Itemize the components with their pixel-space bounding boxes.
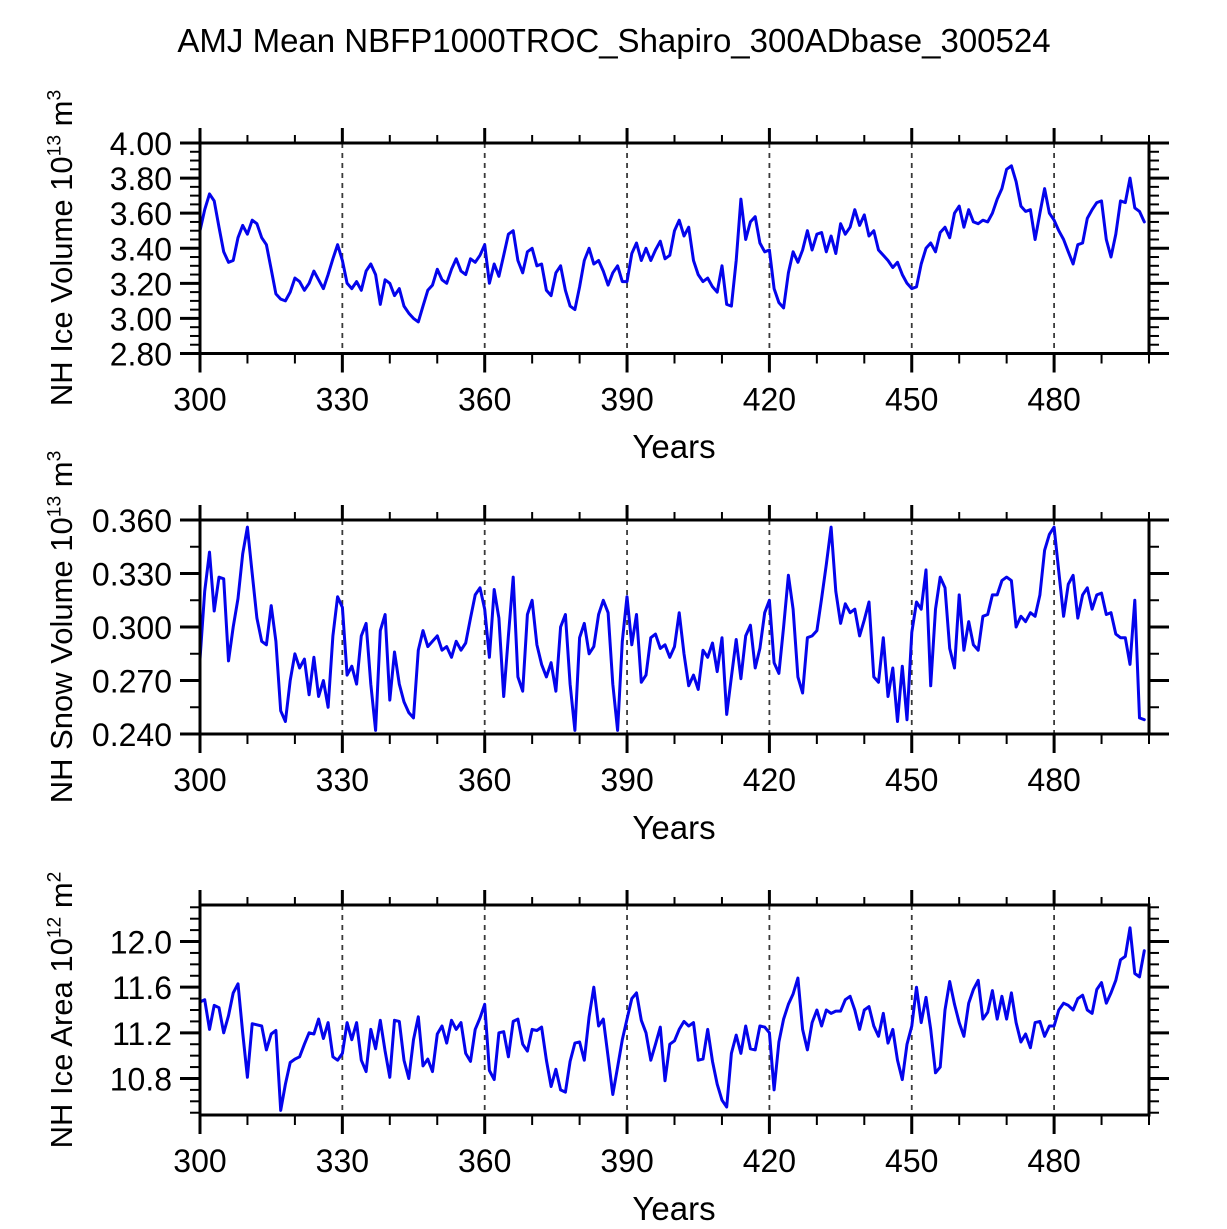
y-tick-label: 3.20 (110, 266, 172, 302)
y-axis-title-snow-volume: NH Snow Volume 1013 m3 (44, 451, 80, 804)
x-axis-title-panel2: Years (632, 809, 716, 846)
panel-nh-ice-area: 300 330 360 390 420 450 480 10.8 11.2 11.6 12.0 (110, 890, 1169, 1179)
x-tick-label: 420 (743, 1143, 796, 1179)
y-tick-label: 3.80 (110, 161, 172, 197)
panel-nh-ice-volume: 300 330 360 390 420 450 480 2.803.003.203.403.6… (110, 126, 1169, 418)
x-tick-label: 330 (316, 762, 369, 798)
y-tick-label: 0.330 (92, 557, 172, 593)
y-tick-label: 10.8 (110, 1061, 172, 1097)
x-tick-label: 300 (173, 762, 226, 798)
x-tick-label: 450 (885, 382, 938, 418)
y-tick-label: 12.0 (110, 925, 172, 961)
y-tick-label: 0.300 (92, 610, 172, 646)
x-tick-label: 390 (600, 1143, 653, 1179)
x-tick-label: 390 (600, 762, 653, 798)
y-tick-label: 2.80 (110, 337, 172, 373)
y-axis-title-ice-volume: NH Ice Volume 1013 m3 (44, 90, 80, 406)
x-axis-title-panel1: Years (632, 428, 716, 465)
figure-title: AMJ Mean NBFP1000TROC_Shapiro_300ADbase_… (177, 22, 1051, 59)
x-tick-label: 300 (173, 382, 226, 418)
y-axis-title-text: NH Ice Volume 10 (44, 156, 79, 407)
y-tick-label: 0.270 (92, 664, 172, 700)
y-axis-title-ice-area: NH Ice Area 1012 m2 (44, 872, 80, 1149)
y-axis-unit-exponent: 2 (44, 871, 66, 883)
x-tick-label: 480 (1027, 1143, 1080, 1179)
y-axis-title-text: NH Snow Volume 10 (44, 517, 79, 804)
y-axis-unit: m (44, 100, 79, 135)
y-tick-label: 11.6 (112, 970, 172, 1006)
x-tick-label: 450 (885, 762, 938, 798)
y-axis-exponent: 13 (44, 134, 66, 157)
y-axis-unit: m (44, 461, 79, 496)
y-axis-unit-exponent: 3 (44, 450, 66, 462)
x-tick-label: 360 (458, 762, 511, 798)
y-tick-label: 3.60 (110, 196, 172, 232)
y-axis-title-text: NH Ice Area 10 (44, 938, 79, 1149)
panel-nh-snow-volume: 300 330 360 390 420 450 480 0.240 0.270 0.300 0.33… (92, 503, 1169, 798)
x-tick-label: 330 (316, 382, 369, 418)
x-tick-label: 390 (600, 382, 653, 418)
x-tick-label: 480 (1027, 762, 1080, 798)
y-tick-label: 0.360 (92, 503, 172, 539)
y-tick-label: 3.40 (110, 231, 172, 267)
x-tick-label: 360 (458, 382, 511, 418)
x-tick-label: 480 (1027, 382, 1080, 418)
y-tick-label: 4.00 (110, 126, 172, 162)
x-tick-label: 360 (458, 1143, 511, 1179)
y-tick-label: 11.2 (112, 1016, 172, 1052)
x-axis-title-panel3: Years (632, 1190, 716, 1227)
data-line-nh-ice-area (198, 926, 1146, 1112)
x-tick-label: 420 (743, 382, 796, 418)
x-tick-label: 450 (885, 1143, 938, 1179)
y-axis-unit-exponent: 3 (44, 89, 66, 101)
y-axis-exponent: 13 (44, 495, 66, 518)
data-line-nh-snow-volume (198, 525, 1146, 732)
y-tick-label: 0.240 (92, 717, 172, 753)
y-axis-exponent: 12 (44, 916, 66, 939)
x-tick-label: 330 (316, 1143, 369, 1179)
y-axis-unit: m (44, 882, 79, 917)
y-tick-label: 3.00 (110, 301, 172, 337)
data-line-nh-ice-volume (198, 164, 1146, 324)
x-tick-label: 420 (743, 762, 796, 798)
x-tick-label: 300 (173, 1143, 226, 1179)
